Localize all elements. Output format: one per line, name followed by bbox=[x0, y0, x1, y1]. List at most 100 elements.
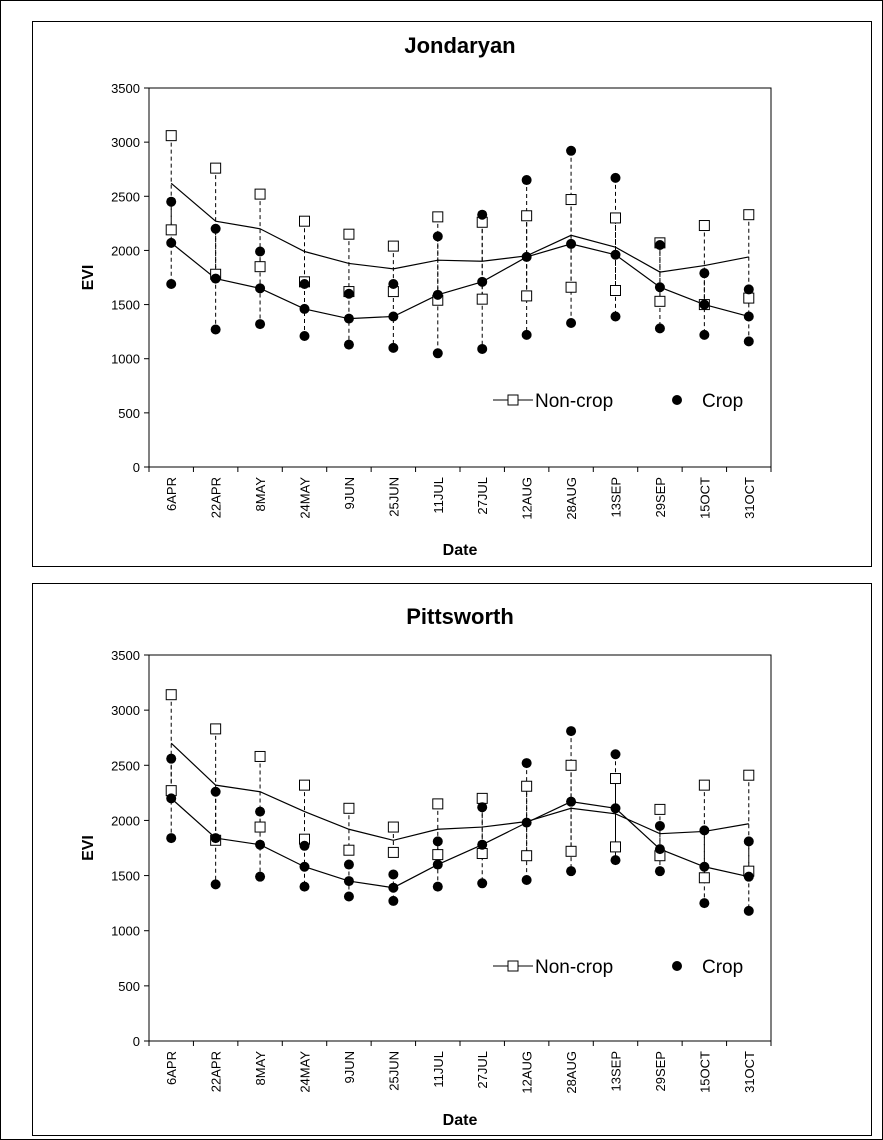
series-line-noncrop bbox=[170, 742, 749, 841]
point-crop bbox=[388, 895, 399, 906]
series-line-noncrop bbox=[170, 182, 749, 273]
x-tick-label: 22APR bbox=[209, 477, 224, 518]
point-crop bbox=[654, 240, 665, 251]
y-tick-label: 2000 bbox=[111, 243, 140, 258]
point-noncrop bbox=[565, 281, 577, 293]
point-crop bbox=[477, 343, 488, 354]
x-tick-label: 11JUL bbox=[431, 477, 446, 514]
point-crop bbox=[299, 278, 310, 289]
x-tick-label: 15OCT bbox=[697, 1051, 712, 1093]
point-crop bbox=[210, 273, 221, 284]
plot-area bbox=[148, 654, 772, 1042]
y-tick-label: 1500 bbox=[111, 298, 140, 313]
point-noncrop bbox=[343, 228, 355, 240]
point-crop bbox=[566, 145, 577, 156]
point-crop bbox=[743, 284, 754, 295]
legend-label-noncrop: Non-crop bbox=[535, 391, 613, 412]
point-noncrop bbox=[432, 211, 444, 223]
point-crop bbox=[610, 749, 621, 760]
point-crop bbox=[388, 342, 399, 353]
x-tick-label: 28AUG bbox=[564, 1051, 579, 1094]
series-line-crop bbox=[170, 797, 749, 889]
legend-marker-noncrop bbox=[507, 960, 519, 972]
point-crop bbox=[210, 833, 221, 844]
point-crop bbox=[166, 196, 177, 207]
point-crop bbox=[610, 803, 621, 814]
point-noncrop bbox=[165, 224, 177, 236]
point-noncrop bbox=[343, 844, 355, 856]
point-crop bbox=[432, 881, 443, 892]
point-crop bbox=[210, 324, 221, 335]
x-tick-label: 9JUN bbox=[342, 1051, 357, 1084]
point-crop bbox=[166, 237, 177, 248]
point-crop bbox=[743, 336, 754, 347]
x-tick-label: 15OCT bbox=[697, 477, 712, 519]
point-noncrop bbox=[610, 284, 621, 296]
point-noncrop bbox=[299, 779, 310, 791]
point-crop bbox=[610, 172, 621, 183]
point-noncrop bbox=[698, 872, 710, 884]
x-tick-label: 6APR bbox=[164, 1051, 179, 1085]
point-noncrop bbox=[743, 292, 755, 304]
point-crop bbox=[699, 299, 710, 310]
x-tick-label: 29SEP bbox=[653, 477, 668, 517]
y-tick-label: 3000 bbox=[111, 135, 140, 150]
point-crop bbox=[255, 871, 266, 882]
point-crop bbox=[743, 311, 754, 322]
point-crop bbox=[388, 869, 399, 880]
point-crop bbox=[343, 339, 354, 350]
point-crop bbox=[654, 844, 665, 855]
point-crop bbox=[299, 303, 310, 314]
point-noncrop bbox=[521, 290, 533, 302]
point-crop bbox=[299, 840, 310, 851]
point-crop bbox=[210, 786, 221, 797]
point-crop bbox=[343, 891, 354, 902]
point-noncrop bbox=[165, 689, 177, 701]
point-crop bbox=[566, 796, 577, 807]
point-crop bbox=[477, 209, 488, 220]
point-noncrop bbox=[565, 845, 577, 857]
point-noncrop bbox=[210, 162, 222, 174]
y-tick-label: 3500 bbox=[111, 81, 140, 96]
x-tick-label: 31OCT bbox=[742, 477, 757, 519]
point-noncrop bbox=[698, 220, 710, 232]
point-noncrop bbox=[254, 188, 266, 200]
point-noncrop bbox=[432, 849, 444, 861]
point-noncrop bbox=[565, 194, 577, 206]
point-noncrop bbox=[343, 802, 355, 814]
point-noncrop bbox=[521, 210, 533, 222]
x-tick-label: 24MAY bbox=[298, 1051, 313, 1093]
point-crop bbox=[166, 278, 177, 289]
y-tick-label: 2500 bbox=[111, 758, 140, 773]
point-noncrop bbox=[299, 215, 310, 227]
point-crop bbox=[521, 251, 532, 262]
point-crop bbox=[432, 231, 443, 242]
point-crop bbox=[343, 859, 354, 870]
legend-label-noncrop: Non-crop bbox=[535, 957, 613, 978]
point-crop bbox=[477, 802, 488, 813]
point-noncrop bbox=[610, 841, 621, 853]
point-crop bbox=[388, 311, 399, 322]
point-crop bbox=[566, 238, 577, 249]
point-crop bbox=[699, 329, 710, 340]
x-tick-label: 25JUN bbox=[386, 477, 401, 517]
x-axis-label: Date bbox=[443, 542, 478, 559]
point-crop bbox=[521, 874, 532, 885]
x-tick-label: 9JUN bbox=[342, 477, 357, 510]
point-noncrop bbox=[698, 779, 710, 791]
chart-panel-jondaryan: Jondaryan 0 500 1000 1500 2000 2500 3000 3500 6AP… bbox=[32, 21, 872, 567]
point-crop bbox=[654, 866, 665, 877]
point-crop bbox=[343, 313, 354, 324]
legend-marker-crop bbox=[672, 961, 682, 971]
point-noncrop bbox=[565, 759, 577, 771]
x-tick-label: 12AUG bbox=[520, 477, 535, 520]
point-crop bbox=[743, 871, 754, 882]
y-tick-label: 500 bbox=[118, 406, 140, 421]
point-noncrop bbox=[165, 130, 177, 142]
point-crop bbox=[255, 246, 266, 257]
y-tick-label: 1000 bbox=[111, 924, 140, 939]
chart-title: Jondaryan bbox=[404, 33, 515, 58]
point-crop bbox=[166, 753, 177, 764]
point-noncrop bbox=[743, 769, 755, 781]
point-noncrop bbox=[610, 212, 621, 224]
